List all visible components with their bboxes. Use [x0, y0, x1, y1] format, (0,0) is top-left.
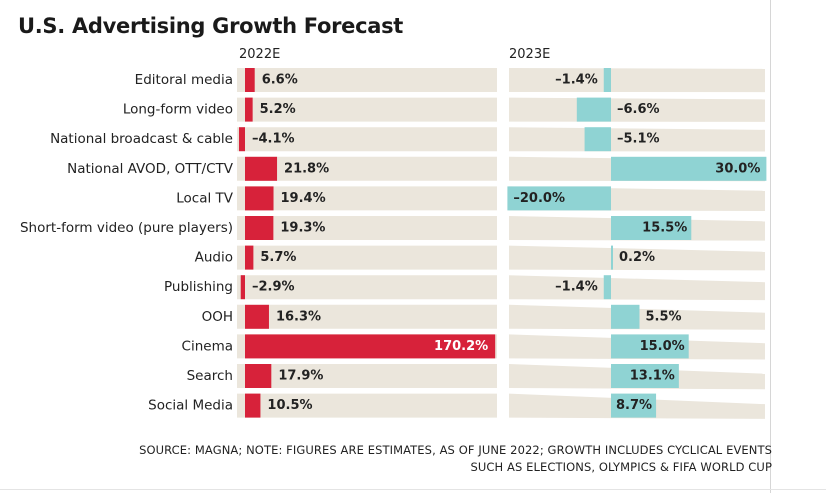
row-background-2022-long-form-video: [237, 97, 497, 122]
bar-2023-national-broadcast-cable: [584, 127, 611, 152]
bar-2022-social-media: [245, 393, 261, 418]
bar-2022-local-tv: [245, 186, 274, 211]
bar-2023-national-avod-ott-ctv: [611, 156, 767, 181]
bar-2022-national-broadcast-cable: [238, 127, 245, 152]
value-label-2022-local-tv: 19.4%: [281, 191, 326, 206]
chart-title: U.S. Advertising Growth Forecast: [18, 14, 404, 38]
row-background-2022-audio: [237, 245, 497, 270]
value-label-2022-publishing: –2.9%: [252, 280, 295, 295]
value-label-2023-editoral-media: –1.4%: [555, 73, 598, 88]
value-label-2023-national-avod-ott-ctv: 30.0%: [715, 161, 760, 176]
value-label-2022-cinema: 170.2%: [434, 339, 488, 354]
value-label-2022-national-avod-ott-ctv: 21.8%: [284, 161, 329, 176]
category-label-editoral-media: Editoral media: [135, 72, 233, 88]
value-label-2023-audio: 0.2%: [619, 250, 655, 265]
value-label-2022-ooh: 16.3%: [276, 309, 321, 324]
source-note-line-2: SUCH AS ELECTIONS, OLYMPICS & FIFA WORLD…: [470, 460, 772, 474]
panel-header-2022: 2022E: [239, 47, 281, 62]
bar-2022-ooh: [245, 304, 269, 329]
bar-2023-audio: [611, 245, 613, 270]
bar-2023-editoral-media: [603, 68, 611, 92]
bar-2022-editoral-media: [245, 68, 255, 92]
value-label-2022-editoral-media: 6.6%: [262, 73, 298, 88]
bar-2022-publishing: [240, 275, 245, 300]
frame-border-bottom: [0, 489, 826, 490]
row-background-2022-national-avod-ott-ctv: [237, 156, 497, 181]
row-background-2023-editoral-media: [509, 68, 765, 93]
bar-2022-audio: [245, 245, 254, 270]
category-label-local-tv: Local TV: [176, 190, 234, 206]
value-label-2022-audio: 5.7%: [260, 250, 296, 265]
category-label-national-avod-ott-ctv: National AVOD, OTT/CTV: [67, 161, 234, 177]
row-background-2023-long-form-video: [509, 97, 765, 122]
category-label-social-media: Social Media: [148, 398, 233, 414]
bar-2023-long-form-video: [576, 97, 611, 122]
row-background-2022-social-media: [237, 393, 497, 418]
bar-2023-short-form-video-pure-players: [611, 216, 692, 240]
value-label-2023-ooh: 5.5%: [645, 309, 681, 324]
bar-chart: Editoral media 6.6% –1.4% Long-form video 5.…: [20, 68, 767, 419]
category-label-national-broadcast-cable: National broadcast & cable: [50, 131, 233, 147]
category-label-search: Search: [187, 368, 233, 384]
value-label-2022-national-broadcast-cable: –4.1%: [252, 132, 295, 147]
row-background-2022-publishing: [237, 275, 497, 300]
row-background-2023-publishing: [509, 275, 765, 301]
category-label-publishing: Publishing: [164, 279, 233, 295]
category-label-ooh: OOH: [202, 309, 233, 325]
category-label-short-form-video-pure-players: Short-form video (pure players): [20, 220, 233, 236]
bar-2023-cinema: [611, 334, 689, 359]
value-label-2023-local-tv: –20.0%: [513, 191, 565, 206]
value-label-2022-search: 17.9%: [278, 369, 323, 384]
value-label-2022-social-media: 10.5%: [267, 398, 312, 413]
value-label-2023-publishing: –1.4%: [555, 280, 598, 295]
bar-2023-local-tv: [507, 186, 611, 211]
bar-2023-social-media: [611, 393, 657, 418]
row-background-2023-audio: [509, 245, 765, 271]
bar-2022-long-form-video: [245, 97, 253, 122]
row-background-2022-editoral-media: [237, 68, 497, 92]
row-background-2022-search: [237, 364, 497, 388]
value-label-2023-cinema: 15.0%: [640, 339, 685, 354]
value-label-2022-short-form-video-pure-players: 19.3%: [280, 221, 325, 236]
row-background-2022-ooh: [237, 304, 497, 329]
row-background-2022-national-broadcast-cable: [237, 127, 497, 152]
row-background-2023-national-broadcast-cable: [509, 127, 765, 152]
bar-2023-search: [611, 364, 679, 388]
bar-2023-ooh: [611, 304, 640, 329]
value-label-2023-social-media: 8.7%: [616, 398, 652, 413]
bar-2022-short-form-video-pure-players: [245, 216, 274, 240]
row-background-2022-short-form-video-pure-players: [237, 216, 497, 240]
row-background-2022-local-tv: [237, 186, 497, 211]
category-label-audio: Audio: [195, 250, 233, 266]
value-label-2023-national-broadcast-cable: –5.1%: [617, 132, 660, 147]
bar-2023-publishing: [603, 275, 611, 300]
value-label-2023-long-form-video: –6.6%: [617, 102, 660, 117]
bar-2022-search: [245, 364, 272, 388]
bar-2022-cinema: [245, 334, 496, 359]
value-label-2023-short-form-video-pure-players: 15.5%: [642, 221, 687, 236]
category-label-long-form-video: Long-form video: [123, 102, 233, 118]
value-label-2022-long-form-video: 5.2%: [260, 102, 296, 117]
category-label-cinema: Cinema: [182, 338, 233, 354]
frame-border: [770, 0, 771, 493]
panel-header-2023: 2023E: [509, 47, 551, 62]
value-label-2023-search: 13.1%: [630, 369, 675, 384]
source-note-line-1: SOURCE: MAGNA; NOTE: FIGURES ARE ESTIMAT…: [139, 443, 772, 457]
bar-2022-national-avod-ott-ctv: [245, 156, 278, 181]
